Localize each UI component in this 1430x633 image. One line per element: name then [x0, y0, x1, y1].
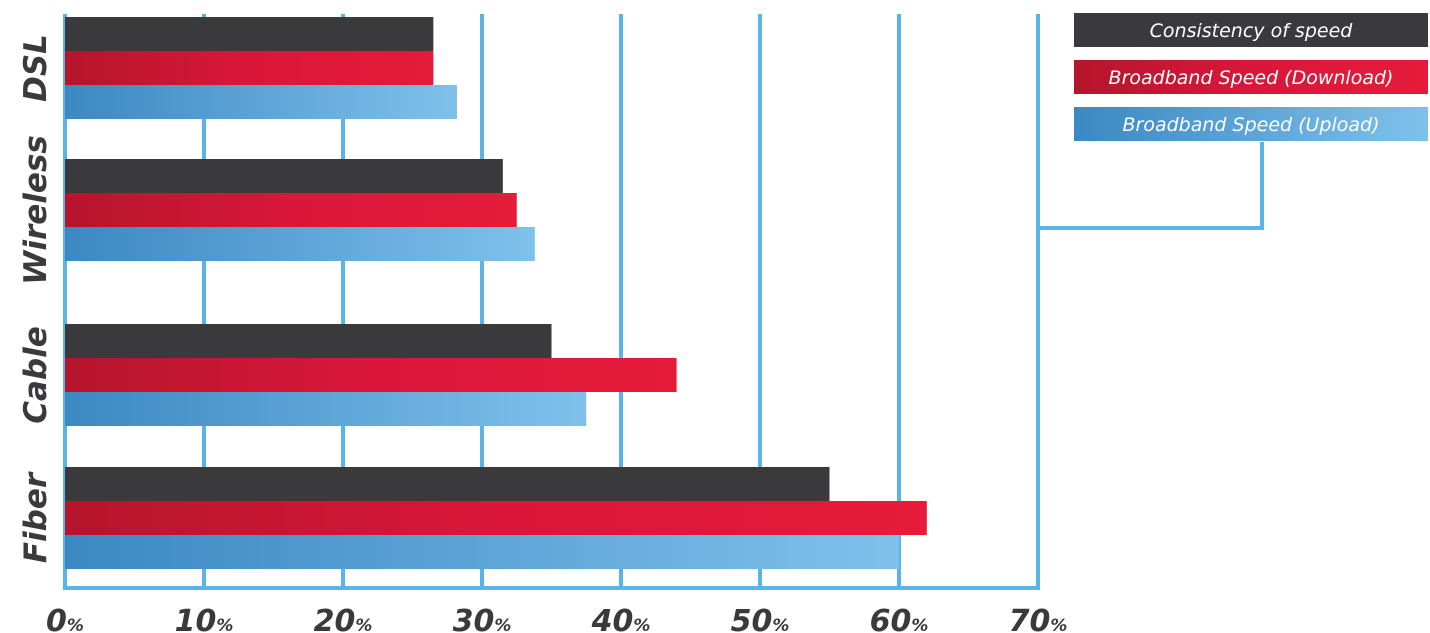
- tick-label-70: 70%: [1009, 604, 1068, 633]
- category-label-dsl: DSL: [18, 34, 54, 102]
- legend-swatch-3: [1074, 107, 1428, 141]
- tick-label-40: 40%: [591, 604, 651, 633]
- tick-label-60: 60%: [870, 604, 929, 633]
- legend-label-3: Broadband Speed (Upload): [1122, 114, 1379, 136]
- tick-label-10: 10%: [175, 604, 234, 633]
- bar-fiber-series-3: [65, 535, 899, 569]
- category-label-cable: Cable: [18, 326, 54, 424]
- tick-label-50: 50%: [731, 604, 790, 633]
- bar-dsl-series-3: [65, 85, 457, 119]
- bar-wireless-series-2: [65, 193, 517, 227]
- tick-label-20: 20%: [314, 604, 373, 633]
- tick-label-0: 0%: [46, 604, 84, 633]
- bar-wireless-series-1: [65, 159, 503, 193]
- legend-swatch-2: [1074, 60, 1428, 94]
- bar-cable-series-2: [65, 358, 677, 392]
- tick-label-30: 30%: [453, 604, 512, 633]
- bar-fiber-series-1: [65, 467, 830, 501]
- bar-dsl-series-2: [65, 51, 434, 85]
- bar-cable-series-1: [65, 324, 552, 358]
- category-label-wireless: Wireless: [18, 135, 54, 285]
- bar-cable-series-3: [65, 392, 587, 426]
- category-label-fiber: Fiber: [18, 471, 54, 563]
- legend-connector: [1038, 142, 1264, 230]
- bar-dsl-series-1: [65, 17, 434, 51]
- legend-label-1: Consistency of speed: [1150, 20, 1354, 42]
- bar-fiber-series-2: [65, 501, 927, 535]
- bar-wireless-series-3: [65, 227, 535, 261]
- legend-swatch-1: [1074, 13, 1428, 47]
- legend-label-2: Broadband Speed (Download): [1109, 67, 1394, 89]
